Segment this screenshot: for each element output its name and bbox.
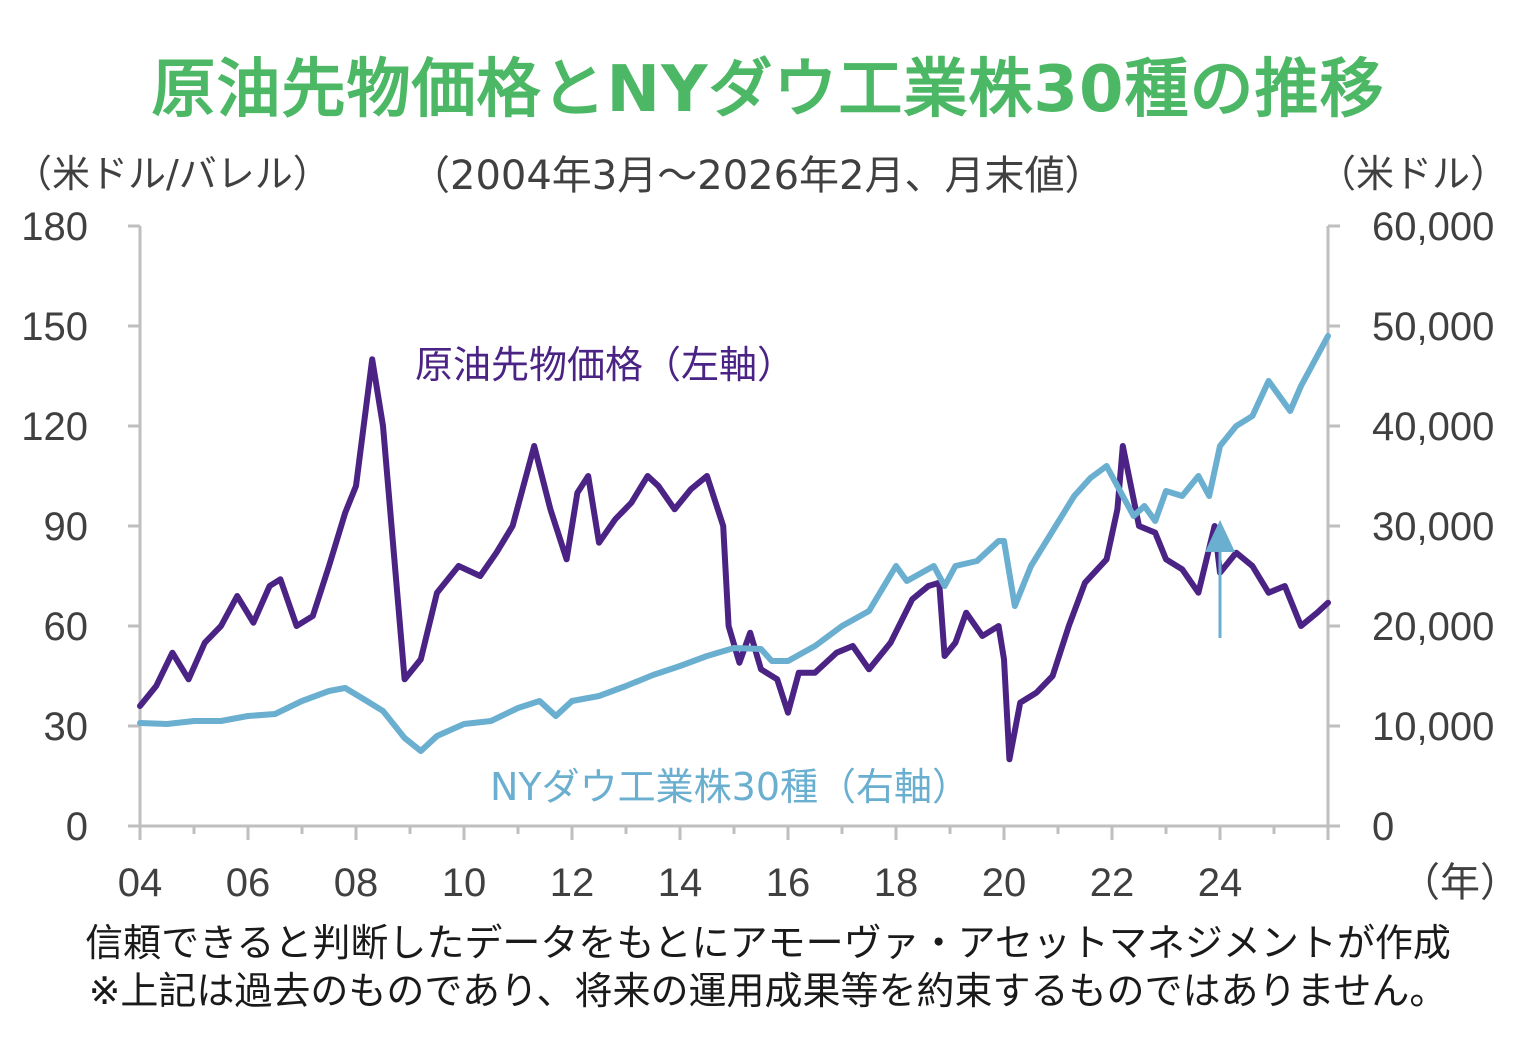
x-tick-label: 22 bbox=[1090, 861, 1135, 905]
oil-series-label: 原油先物価格（左軸） bbox=[415, 343, 795, 387]
x-tick-label: 14 bbox=[658, 861, 703, 905]
left-tick-label: 90 bbox=[44, 505, 89, 549]
chart-series bbox=[137, 333, 1331, 763]
right-tick-label: 20,000 bbox=[1372, 605, 1494, 649]
right-tick-label: 0 bbox=[1372, 805, 1394, 849]
annotation-arrow-head bbox=[1205, 520, 1235, 552]
left-tick-label: 180 bbox=[21, 205, 88, 249]
line-chart: 0 30 60 90 120 150 180 0 10,000 20,000 30,000 40,00… bbox=[21, 205, 1520, 905]
x-tick-label: 12 bbox=[550, 861, 595, 905]
x-tick-label: 20 bbox=[982, 861, 1027, 905]
dow-index-line bbox=[137, 333, 1331, 754]
right-tick-label: 60,000 bbox=[1372, 205, 1494, 249]
chart-subtitle: （2004年3月～2026年2月、月末値） bbox=[410, 153, 1105, 199]
footer-disclaimer: ※上記は過去のものであり、将来の運用成果等を約束するものではありません。 bbox=[88, 969, 1448, 1013]
x-tick-label: 06 bbox=[226, 861, 271, 905]
left-tick-label: 60 bbox=[44, 605, 89, 649]
x-tick-label: 24 bbox=[1198, 861, 1243, 905]
right-tick-label: 50,000 bbox=[1372, 305, 1494, 349]
chart-annotations: 原油先物価格（左軸） NYダウ工業株30種（右軸） （年） bbox=[415, 343, 1520, 905]
dow-series-label: NYダウ工業株30種（右軸） bbox=[490, 765, 970, 809]
right-tick-label: 40,000 bbox=[1372, 405, 1494, 449]
x-tick-label: 10 bbox=[442, 861, 487, 905]
chart-axes: 0 30 60 90 120 150 180 0 10,000 20,000 30,000 40,00… bbox=[21, 205, 1494, 905]
left-tick-label: 0 bbox=[66, 805, 88, 849]
left-tick-label: 30 bbox=[44, 705, 89, 749]
chart-title: 原油先物価格とNYダウ工業株30種の推移 bbox=[151, 53, 1385, 127]
x-tick-label: 08 bbox=[334, 861, 379, 905]
x-tick-label: 16 bbox=[766, 861, 811, 905]
right-tick-label: 30,000 bbox=[1372, 505, 1494, 549]
oil-price-line bbox=[137, 356, 1331, 763]
left-tick-label: 120 bbox=[21, 405, 88, 449]
footer-source: 信頼できると判断したデータをもとにアモーヴァ・アセットマネジメントが作成 bbox=[85, 921, 1451, 965]
right-axis-unit: （米ドル） bbox=[1318, 152, 1509, 196]
x-axis-unit: （年） bbox=[1400, 861, 1520, 905]
x-tick-label: 18 bbox=[874, 861, 919, 905]
x-tick-label: 04 bbox=[118, 861, 163, 905]
left-tick-label: 150 bbox=[21, 305, 88, 349]
right-tick-label: 10,000 bbox=[1372, 705, 1494, 749]
left-axis-unit: （米ドル/バレル） bbox=[14, 152, 331, 196]
